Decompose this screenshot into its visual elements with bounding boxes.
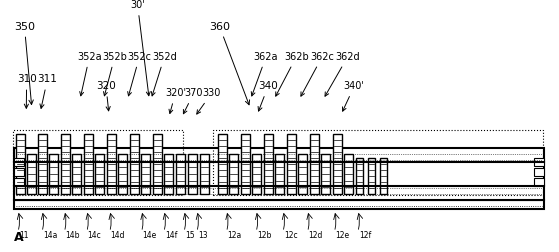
Bar [49, 154, 58, 194]
Text: 352d: 352d [151, 52, 177, 96]
Text: 340: 340 [258, 81, 278, 111]
Bar [14, 178, 24, 186]
Bar [380, 158, 387, 194]
Bar [321, 154, 330, 194]
Text: 14d: 14d [111, 231, 125, 240]
Bar [61, 134, 70, 194]
Bar [534, 168, 544, 176]
Text: 362c: 362c [301, 52, 334, 96]
Bar [188, 154, 197, 194]
Text: 362a: 362a [251, 52, 278, 96]
Bar [130, 134, 139, 194]
Text: 12f: 12f [359, 231, 371, 240]
Bar [16, 134, 25, 194]
Bar [213, 130, 543, 195]
Bar [38, 134, 47, 194]
Bar [176, 154, 185, 194]
Bar [275, 154, 284, 194]
Bar [229, 154, 238, 194]
Text: A: A [14, 231, 23, 244]
Text: 14f: 14f [165, 231, 177, 240]
Text: 360: 360 [209, 21, 249, 105]
Bar [95, 154, 104, 194]
Bar [107, 134, 116, 194]
Bar [14, 148, 544, 200]
Text: 320': 320' [165, 88, 186, 113]
Bar [14, 200, 544, 209]
Text: 12d: 12d [309, 231, 323, 240]
Text: 370: 370 [183, 88, 203, 114]
Text: 12e: 12e [335, 231, 349, 240]
Text: 362d: 362d [325, 52, 360, 96]
Text: 362b: 362b [276, 52, 309, 96]
Text: 11: 11 [19, 231, 29, 240]
Text: 14b: 14b [65, 231, 80, 240]
Text: 352a: 352a [77, 52, 102, 96]
Text: 350: 350 [14, 21, 35, 105]
Bar [218, 134, 227, 194]
Bar [310, 134, 319, 194]
Text: 14e: 14e [143, 231, 157, 240]
Text: 15: 15 [185, 231, 195, 240]
Bar [241, 134, 250, 194]
Bar [27, 154, 36, 194]
Text: 12b: 12b [257, 231, 272, 240]
Bar [534, 158, 544, 166]
Bar [264, 134, 273, 194]
Text: 330: 330 [197, 88, 221, 114]
Bar [200, 154, 209, 194]
Text: 12c: 12c [284, 231, 297, 240]
Bar [252, 154, 261, 194]
Text: 340': 340' [343, 81, 364, 111]
Text: 30': 30' [130, 0, 150, 96]
Bar [298, 154, 307, 194]
Bar [534, 178, 544, 186]
Bar [356, 158, 363, 194]
Text: 14a: 14a [43, 231, 58, 240]
Text: 352b: 352b [102, 52, 127, 96]
Bar [84, 134, 93, 194]
Bar [13, 130, 183, 195]
Text: 13: 13 [198, 231, 207, 240]
Text: 12a: 12a [228, 231, 241, 240]
Text: 14c: 14c [88, 231, 101, 240]
Text: 311: 311 [37, 74, 58, 108]
Text: 310: 310 [17, 74, 36, 108]
Bar [14, 168, 24, 176]
Bar [153, 134, 162, 194]
Bar [287, 134, 296, 194]
Bar [141, 154, 150, 194]
Bar [344, 154, 353, 194]
Bar [333, 134, 342, 194]
Bar [14, 158, 24, 166]
Bar [164, 154, 173, 194]
Bar [368, 158, 375, 194]
Text: 320: 320 [96, 81, 116, 111]
Bar [118, 154, 127, 194]
Text: 352c: 352c [127, 52, 151, 96]
Bar [72, 154, 81, 194]
